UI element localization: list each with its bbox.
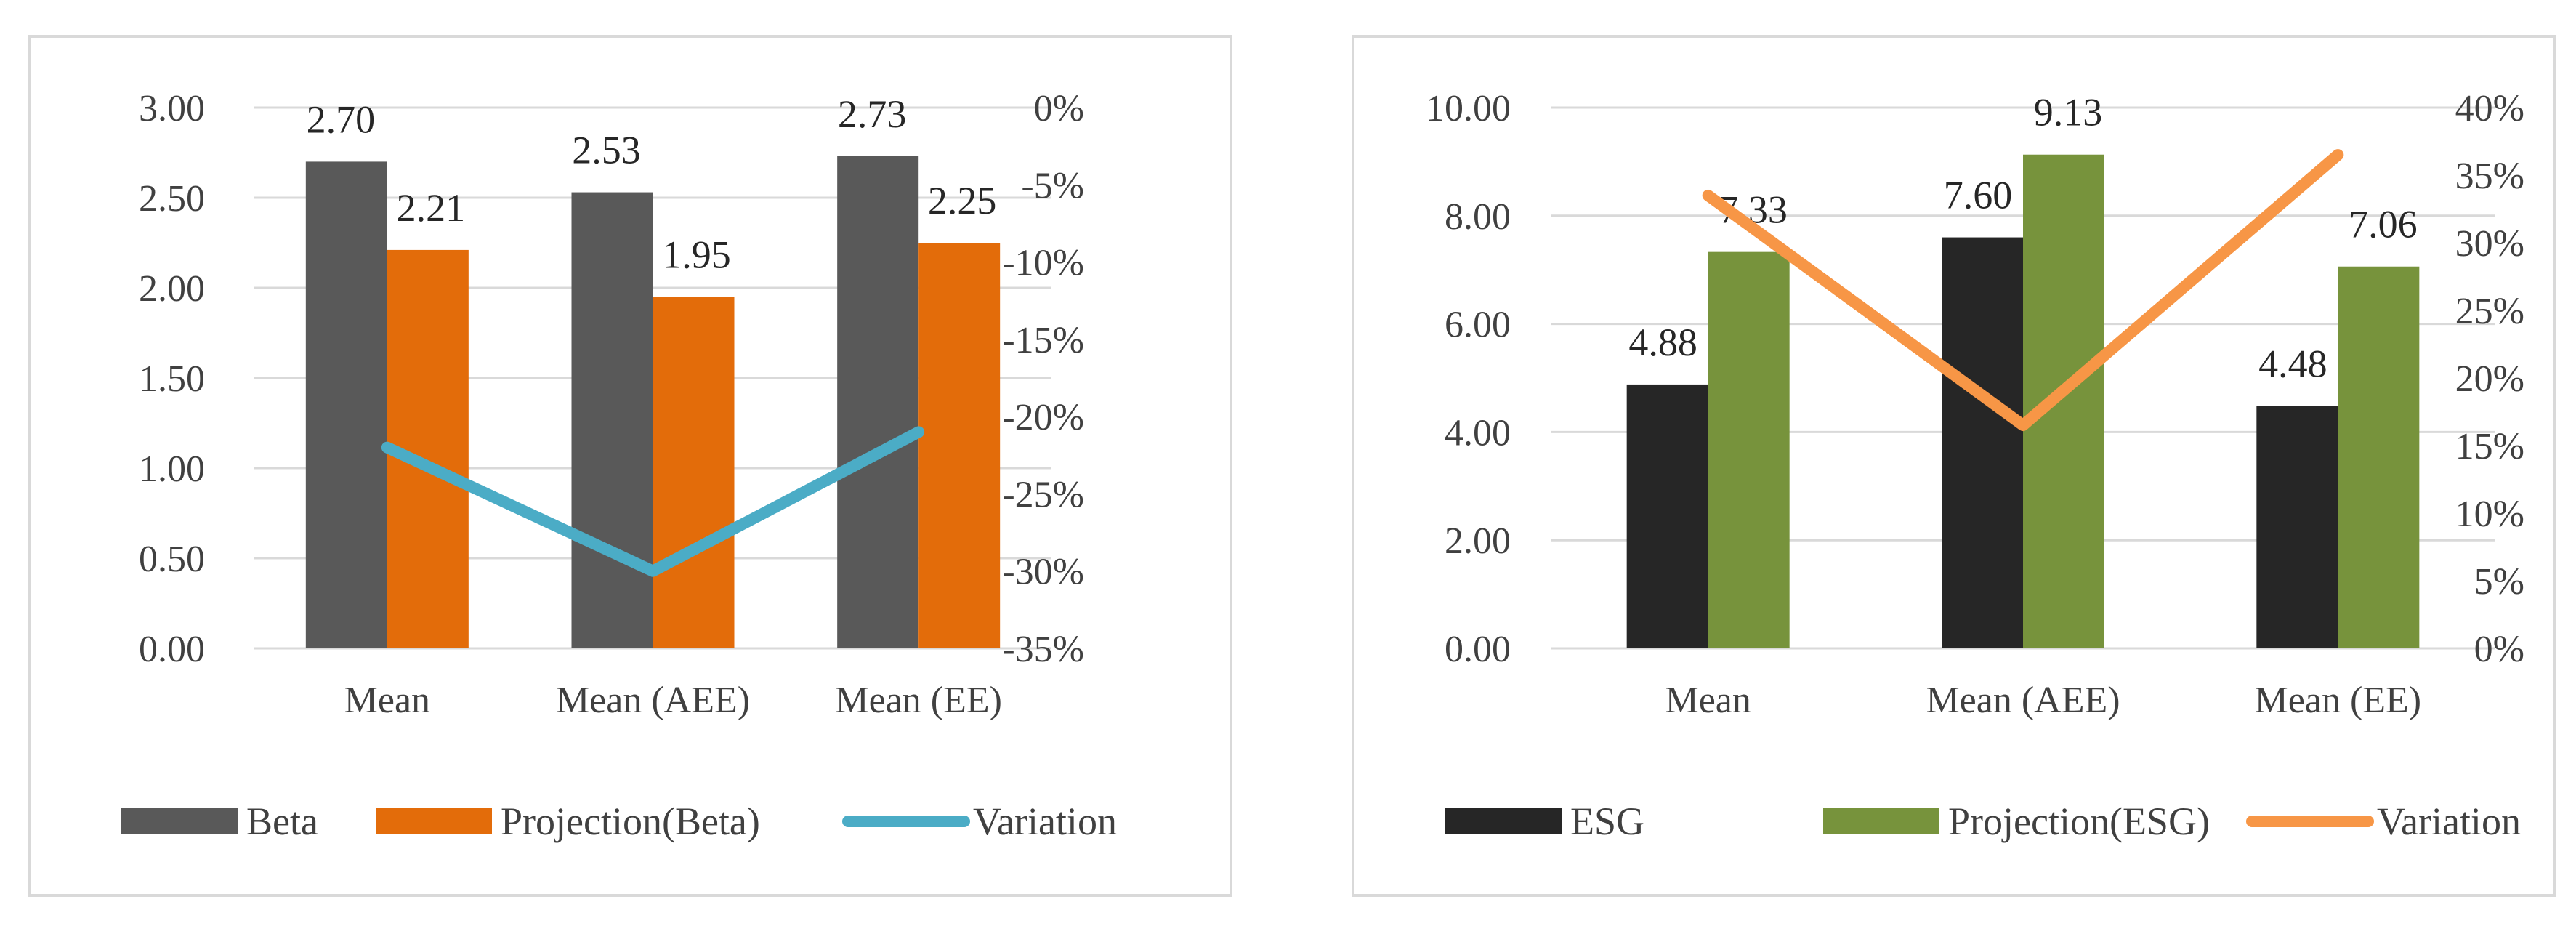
y2-tick-label: -35% (1002, 629, 1084, 670)
data-label: 4.88 (1628, 321, 1697, 364)
y2-tick-label: -30% (1002, 552, 1084, 593)
legend-swatch (1823, 808, 1939, 834)
legend-swatch (376, 808, 492, 834)
legend-swatch (1445, 808, 1562, 834)
y2-tick-label: -5% (1021, 165, 1084, 206)
data-label: 4.48 (2258, 342, 2327, 386)
data-label: 9.13 (2034, 91, 2103, 134)
bar-beta (571, 192, 653, 648)
bar-projection-beta- (653, 297, 735, 648)
y2-tick-label: 5% (2474, 561, 2524, 603)
data-label: 2.73 (838, 92, 907, 136)
legend-label: Projection(ESG) (1948, 800, 2210, 843)
y2-tick-label: 15% (2455, 426, 2524, 467)
y-tick-label: 2.50 (139, 178, 205, 220)
y2-tick-label: -10% (1002, 243, 1084, 284)
bar-beta (305, 161, 387, 648)
y2-tick-label: -25% (1002, 474, 1084, 515)
data-label: 7.06 (2349, 203, 2418, 246)
y-tick-label: 0.00 (139, 629, 205, 670)
chart-panel-beta: 0.00 0.50 1.00 1.50 2.00 2.50 3.00 -35% -30% -25%… (28, 35, 1232, 897)
y-tick-label: 0.50 (139, 539, 205, 580)
data-label: 2.53 (572, 129, 641, 172)
y-tick-label: 4.00 (1445, 412, 1511, 454)
x-tick-label: Mean (AEE) (1926, 680, 2120, 721)
y2-tick-label: 35% (2455, 156, 2524, 197)
data-label: 7.60 (1944, 174, 2013, 217)
bar-esg (2256, 406, 2338, 648)
y2-tick-label: 40% (2455, 88, 2524, 129)
chart-panel-esg: 0.00 2.00 4.00 6.00 8.00 10.00 0% 5% 10% 15% 20% 25… (1352, 35, 2556, 897)
esg-chart: 0.00 2.00 4.00 6.00 8.00 10.00 0% 5% 10% 15% 20% 25… (1426, 88, 2524, 843)
legend-label: Variation (2377, 800, 2521, 843)
legend-label: Projection(Beta) (501, 800, 760, 843)
y2-tick-label: 25% (2455, 291, 2524, 332)
legend-swatch (121, 808, 238, 834)
legend-label: Beta (246, 800, 318, 843)
y2-tick-label: -20% (1002, 397, 1084, 438)
beta-chart: 0.00 0.50 1.00 1.50 2.00 2.50 3.00 -35% -30% -25%… (121, 88, 1117, 843)
bar-projection-esg- (2023, 154, 2104, 648)
x-tick-label: Mean (AEE) (556, 680, 750, 721)
bar-esg (1942, 237, 2023, 648)
legend-label: Variation (973, 800, 1117, 843)
bar-projection-esg- (2338, 266, 2420, 649)
bar-beta (837, 156, 919, 648)
x-tick-label: Mean (344, 680, 430, 721)
data-label: 2.25 (928, 179, 997, 222)
y2-tick-label: 30% (2455, 223, 2524, 265)
y-tick-label: 10.00 (1426, 88, 1511, 129)
legend-label: ESG (1570, 800, 1644, 843)
data-label: 1.95 (662, 233, 731, 276)
bar-projection-esg- (1708, 251, 1790, 648)
y-tick-label: 8.00 (1445, 196, 1511, 238)
y-tick-label: 2.00 (139, 268, 205, 310)
x-tick-label: Mean (EE) (835, 680, 1002, 721)
y2-tick-label: 0% (1034, 88, 1084, 129)
data-label: 2.70 (307, 97, 376, 141)
y-tick-label: 1.50 (139, 358, 205, 400)
y2-tick-label: 20% (2455, 358, 2524, 400)
y2-tick-label: 0% (2474, 629, 2524, 670)
x-tick-label: Mean (EE) (2255, 680, 2422, 721)
x-tick-label: Mean (1665, 680, 1751, 721)
variation-line (381, 426, 925, 577)
y-tick-label: 0.00 (1445, 629, 1511, 670)
bar-esg (1626, 384, 1708, 648)
y-tick-label: 3.00 (139, 88, 205, 129)
y2-tick-label: -15% (1002, 320, 1084, 361)
bar-projection-beta- (918, 243, 1001, 648)
y-tick-label: 2.00 (1445, 520, 1511, 562)
variation-line (1702, 149, 2344, 432)
y2-tick-label: 10% (2455, 494, 2524, 535)
y-tick-label: 6.00 (1445, 305, 1511, 346)
data-label: 2.21 (397, 186, 466, 230)
y-tick-label: 1.00 (139, 448, 205, 490)
